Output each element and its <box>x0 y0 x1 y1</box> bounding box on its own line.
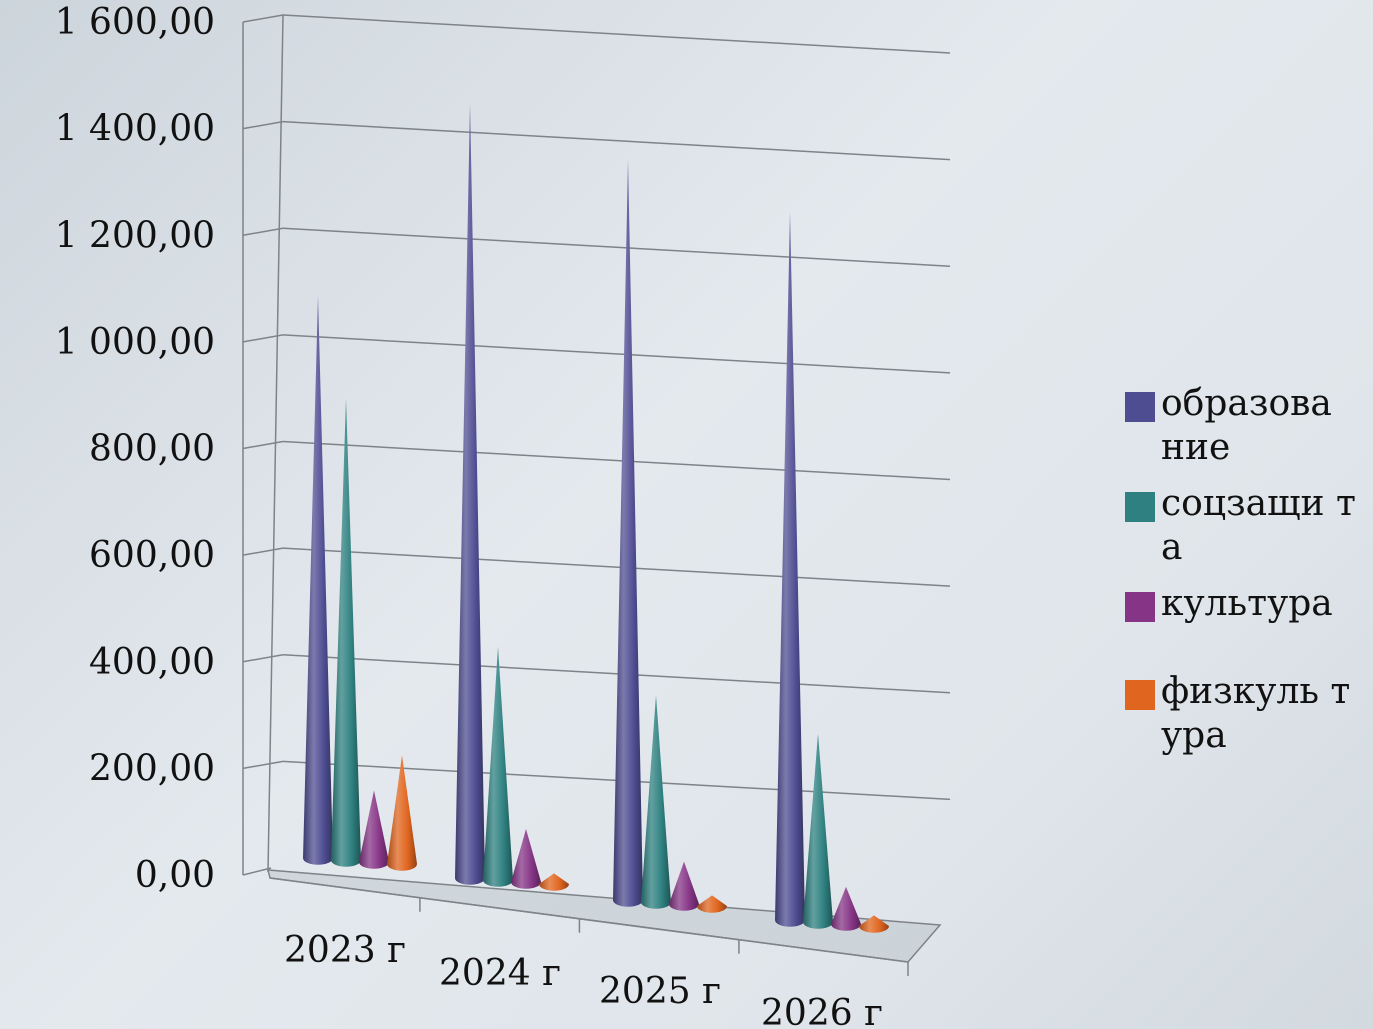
cone-mark <box>387 755 417 871</box>
cone-mark <box>511 828 541 889</box>
gridline <box>282 120 951 161</box>
cone-mark <box>359 790 389 869</box>
cone-mark <box>483 646 513 887</box>
x-tick-label: 2025 г <box>599 971 721 1012</box>
legend-label: культура <box>1161 583 1333 624</box>
gridline-wall <box>242 334 284 343</box>
legend-item-culture: культура <box>1125 582 1365 626</box>
x-axis: 2023 г 2024 г 2025 г 2026 г <box>284 897 909 1029</box>
cone-mark <box>331 398 361 867</box>
cone-series <box>303 103 889 933</box>
cone-mark <box>303 295 333 865</box>
chart-walls <box>242 14 942 963</box>
cone-mark <box>669 861 699 911</box>
x-tick-label: 2024 г <box>439 953 561 994</box>
gridline-wall <box>242 227 284 236</box>
legend-swatch <box>1125 592 1155 622</box>
gridline <box>282 14 951 54</box>
legend-swatch <box>1125 492 1155 522</box>
gridline <box>282 654 951 694</box>
cone-mark <box>831 886 861 931</box>
cone-mark <box>803 733 833 929</box>
legend-label: образова ние <box>1161 383 1332 468</box>
cone-body <box>303 295 333 865</box>
y-tick-label: 1 400,00 <box>55 109 215 150</box>
legend-item-social: соцзащи та <box>1125 482 1365 570</box>
y-tick-label: 400,00 <box>89 642 215 683</box>
cone-mark <box>775 211 805 927</box>
y-tick-label: 0,00 <box>135 855 215 896</box>
legend-label: физкуль тура <box>1161 671 1351 756</box>
y-tick-label: 1 600,00 <box>55 2 215 43</box>
gridline-wall <box>242 654 284 663</box>
gridline-wall <box>242 440 284 450</box>
cone-body <box>331 398 361 867</box>
gridline <box>282 547 951 587</box>
y-axis: 0,00 200,00 400,00 600,00 800,00 1 000,00 1 20… <box>55 2 215 896</box>
cone-mark <box>455 103 485 885</box>
gridline <box>282 227 951 268</box>
cone-body <box>859 915 889 933</box>
y-tick-label: 200,00 <box>89 748 215 789</box>
cone-body <box>511 828 541 889</box>
cone-body <box>831 886 861 931</box>
cone-mark <box>641 695 671 909</box>
cone-body <box>697 895 727 913</box>
cone-mark <box>539 873 569 891</box>
legend-item-sport: физкуль тура <box>1125 670 1365 758</box>
gridlines <box>242 14 951 876</box>
cone-body <box>539 873 569 891</box>
cone-body <box>455 103 485 885</box>
legend-label: соцзащи та <box>1161 483 1356 568</box>
x-axis-line <box>269 877 909 963</box>
gridline-wall <box>242 120 284 130</box>
cone-body <box>669 861 699 911</box>
cone-body <box>483 646 513 887</box>
y-tick-label: 800,00 <box>89 429 215 470</box>
gridline-wall <box>242 867 272 876</box>
gridline-wall <box>242 547 284 556</box>
cone-body <box>359 790 389 869</box>
legend: образова ние соцзащи та культура физкуль… <box>1125 382 1365 770</box>
legend-item-education: образова ние <box>1125 382 1365 470</box>
x-tick-label: 2023 г <box>284 930 406 971</box>
x-tick-label: 2026 г <box>761 993 883 1029</box>
cone-mark <box>613 160 643 907</box>
cone-body <box>613 160 643 907</box>
y-tick-label: 600,00 <box>89 535 215 576</box>
y-tick-label: 1 200,00 <box>55 215 215 256</box>
cone-body <box>387 755 417 871</box>
cone-body <box>775 211 805 927</box>
legend-swatch <box>1125 680 1155 710</box>
gridline <box>282 334 951 374</box>
cone-body <box>803 733 833 929</box>
legend-swatch <box>1125 392 1155 422</box>
y-tick-label: 1 000,00 <box>55 322 215 363</box>
gridline <box>282 440 951 481</box>
cone-mark <box>697 895 727 913</box>
cone-body <box>641 695 671 909</box>
cone-mark <box>859 915 889 933</box>
gridline-wall <box>242 14 284 23</box>
gridline-wall <box>242 760 284 770</box>
